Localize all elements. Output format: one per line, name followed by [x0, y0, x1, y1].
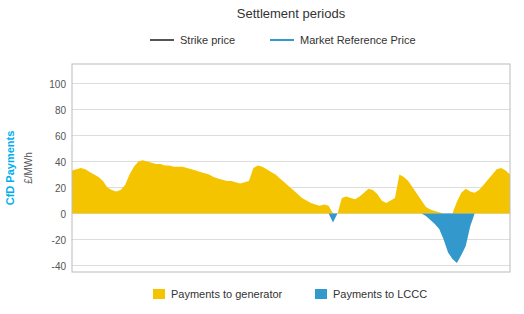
grid: [72, 84, 510, 266]
grid-line: [72, 265, 510, 266]
legend: Payments to generator Payments to LCCC: [153, 288, 427, 300]
line-legend: Strike price Market Reference Price: [150, 34, 416, 46]
legend-label: Market Reference Price: [300, 34, 416, 46]
legend-swatch: [153, 289, 165, 299]
legend-line: [270, 39, 294, 41]
grid-line: [72, 135, 510, 136]
y-tick-label: -20: [52, 235, 67, 246]
grid-line: [72, 161, 510, 162]
plot-frame: [72, 64, 510, 272]
chart: Settlement periods Strike price Market Ref…: [0, 0, 524, 314]
y-tick-label: -40: [52, 261, 67, 272]
y-tick-label: 40: [55, 157, 67, 168]
y-tick-label: 0: [60, 209, 66, 220]
y-tick-label: 20: [55, 183, 67, 194]
legend-label: Payments to generator: [171, 288, 283, 300]
y-axis-label: £/MWh: [23, 152, 34, 184]
area: [72, 214, 510, 263]
grid-line: [72, 109, 510, 110]
y-axis-title: CfD Payments: [4, 131, 16, 206]
area: [72, 160, 510, 213]
legend-label: Strike price: [180, 34, 235, 46]
y-tick-label: 80: [55, 105, 67, 116]
grid-line: [72, 83, 510, 84]
areas: [72, 160, 510, 263]
legend-swatch: [315, 289, 327, 299]
y-tick-label: 100: [49, 79, 66, 90]
y-tick-label: 60: [55, 131, 67, 142]
legend-line: [150, 39, 174, 41]
title: Settlement periods: [237, 6, 346, 21]
legend-label: Payments to LCCC: [333, 288, 427, 300]
